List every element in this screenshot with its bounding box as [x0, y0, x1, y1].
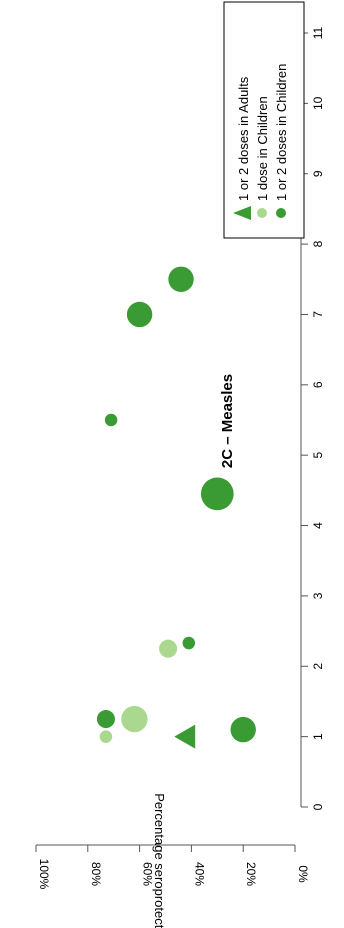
- x-tick-label: 10: [311, 96, 325, 110]
- chart-title: 2C – Measles: [219, 374, 236, 468]
- legend-label: 1 or 2 doses in Children: [274, 64, 289, 201]
- data-point-circle: [99, 730, 113, 743]
- circle-marker-icon: [276, 208, 286, 218]
- y-tick-label: 0%: [296, 865, 310, 883]
- y-tick-label: 100%: [37, 859, 51, 890]
- x-tick-label: 2: [311, 663, 325, 670]
- data-point-triangle: [174, 724, 196, 749]
- data-point-circle: [121, 705, 148, 733]
- data-point-circle: [230, 716, 256, 743]
- x-tick-label: 6: [311, 381, 325, 388]
- x-axis: 0 1 2 3 4 5 6 7 8 9 10 11: [300, 26, 325, 810]
- legend-item-two-doses-children: 1 or 2 doses in Children: [274, 64, 289, 218]
- x-tick-label: 8: [311, 240, 325, 247]
- legend-label: 1 dose in Children: [255, 96, 270, 201]
- data-point-circle: [126, 301, 153, 328]
- y-tick-label: 40%: [192, 862, 206, 886]
- y-tick-label: 80%: [89, 862, 103, 886]
- legend-item-adults: 1 or 2 doses in Adults: [233, 76, 251, 220]
- data-point-circle: [182, 636, 196, 650]
- x-tick-label: 4: [311, 522, 325, 529]
- x-tick-label: 7: [311, 311, 325, 318]
- data-point-circle: [168, 266, 194, 292]
- x-tick-label: 11: [311, 26, 325, 39]
- legend-box: [223, 1, 305, 239]
- x-tick-label: 3: [311, 592, 325, 599]
- y-axis: 0% 20% 40% 60% 80% 100%: [35, 844, 310, 890]
- x-tick-label: 0: [311, 803, 325, 810]
- data-points: [96, 266, 256, 749]
- x-tick-label: 1: [311, 733, 325, 740]
- triangle-marker-icon: [233, 206, 251, 220]
- x-tick-label: 5: [311, 452, 325, 459]
- y-tick-label: 20%: [244, 862, 258, 886]
- x-tick-label: 9: [311, 170, 325, 177]
- legend: 1 or 2 doses in Adults 1 dose in Childre…: [223, 1, 305, 239]
- data-point-circle: [96, 710, 115, 729]
- legend-item-one-dose-children: 1 dose in Children: [255, 96, 270, 218]
- legend-label: 1 or 2 doses in Adults: [236, 76, 251, 201]
- data-point-circle: [159, 639, 178, 658]
- y-axis-label: Percentage seroprotected: [152, 793, 167, 928]
- data-point-circle: [104, 413, 118, 427]
- y-tick-label: 60%: [141, 862, 155, 886]
- circle-marker-icon: [257, 208, 267, 218]
- data-point-circle: [200, 477, 234, 511]
